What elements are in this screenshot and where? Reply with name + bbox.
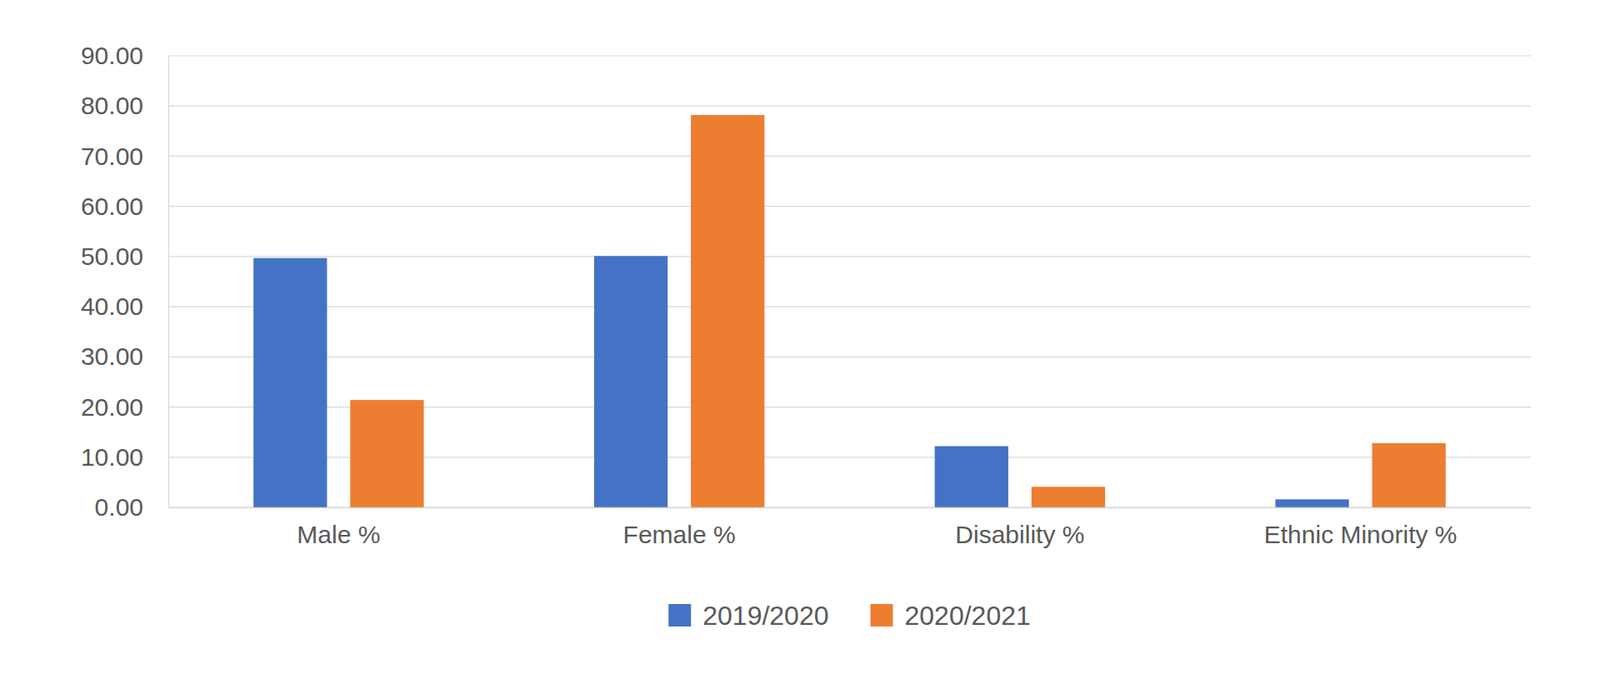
grid-line: [168, 105, 1531, 107]
series: [350, 115, 1446, 508]
bar: [594, 255, 668, 508]
y-tick: 20.00: [80, 393, 169, 421]
y-tick: 0.00: [95, 493, 169, 521]
y-tick: 90.00: [80, 41, 169, 70]
grid-line: [168, 356, 1531, 358]
y-tick: 80.00: [80, 91, 169, 120]
legend: 2019/2020 2020/2021: [668, 600, 1031, 631]
x-tick-label: Male %: [296, 520, 380, 549]
y-tick-label: 0.00: [95, 493, 144, 521]
x-tick-label: Disability %: [955, 520, 1085, 549]
y-tick-label: 80.00: [80, 91, 144, 120]
y-tick-label: 10.00: [80, 443, 144, 471]
bar: [690, 115, 765, 508]
grid-line: [168, 155, 1531, 157]
legend-label: 2019/2020: [702, 600, 829, 631]
y-axis-line: [168, 56, 170, 509]
y-tick-label: 60.00: [80, 192, 144, 220]
y-axis: 0.00 10.00 20.00 30.00 40.00 50.00 60.00 70.00 8…: [80, 41, 170, 521]
y-tick-label: 50.00: [80, 242, 144, 270]
y-tick: 10.00: [80, 443, 169, 471]
chart: 0.00 10.00 20.00 30.00 40.00 50.00 60.00 70.00 8…: [0, 0, 1600, 674]
x-axis-line: [169, 507, 1532, 510]
bar: [1275, 499, 1349, 508]
grid-line: [168, 306, 1531, 308]
bar: [1031, 486, 1105, 508]
x-tick: Ethnic Minority %: [1264, 507, 1458, 549]
grid: [168, 55, 1531, 508]
legend-label: 2020/2021: [905, 600, 1031, 631]
x-tick-label: Ethnic Minority %: [1264, 520, 1458, 549]
legend-item: 2019/2020: [668, 600, 829, 631]
y-tick: 50.00: [80, 242, 169, 270]
x-tick: Disability %: [955, 507, 1085, 549]
y-tick: 60.00: [80, 192, 169, 220]
plot-area: 0.00 10.00 20.00 30.00 40.00 50.00 60.00 70.00 8…: [80, 41, 1532, 549]
grid-line: [168, 205, 1531, 207]
x-tick-label: Female %: [623, 520, 736, 549]
x-axis: Male % Female % Disability % Ethnic Minorit…: [169, 507, 1532, 549]
legend-swatch: [870, 604, 894, 627]
y-tick-label: 30.00: [80, 342, 144, 370]
legend-swatch: [668, 604, 691, 627]
bar: [253, 258, 327, 508]
y-tick-label: 90.00: [80, 41, 144, 70]
bar: [1372, 443, 1446, 508]
y-tick-label: 40.00: [80, 292, 144, 320]
y-tick: 70.00: [80, 142, 169, 170]
y-tick: 40.00: [80, 292, 169, 320]
y-tick-label: 20.00: [80, 393, 144, 421]
y-tick-label: 70.00: [80, 142, 144, 170]
series: [253, 255, 1350, 508]
grid-line: [168, 255, 1531, 257]
grid-line: [168, 55, 1531, 56]
legend-item: 2020/2021: [870, 600, 1031, 631]
x-tick: Female %: [623, 507, 736, 549]
bar: [350, 400, 424, 508]
bar: [935, 446, 1009, 508]
bars: [253, 115, 1446, 508]
x-tick: Male %: [296, 507, 380, 549]
y-tick: 30.00: [80, 342, 169, 370]
